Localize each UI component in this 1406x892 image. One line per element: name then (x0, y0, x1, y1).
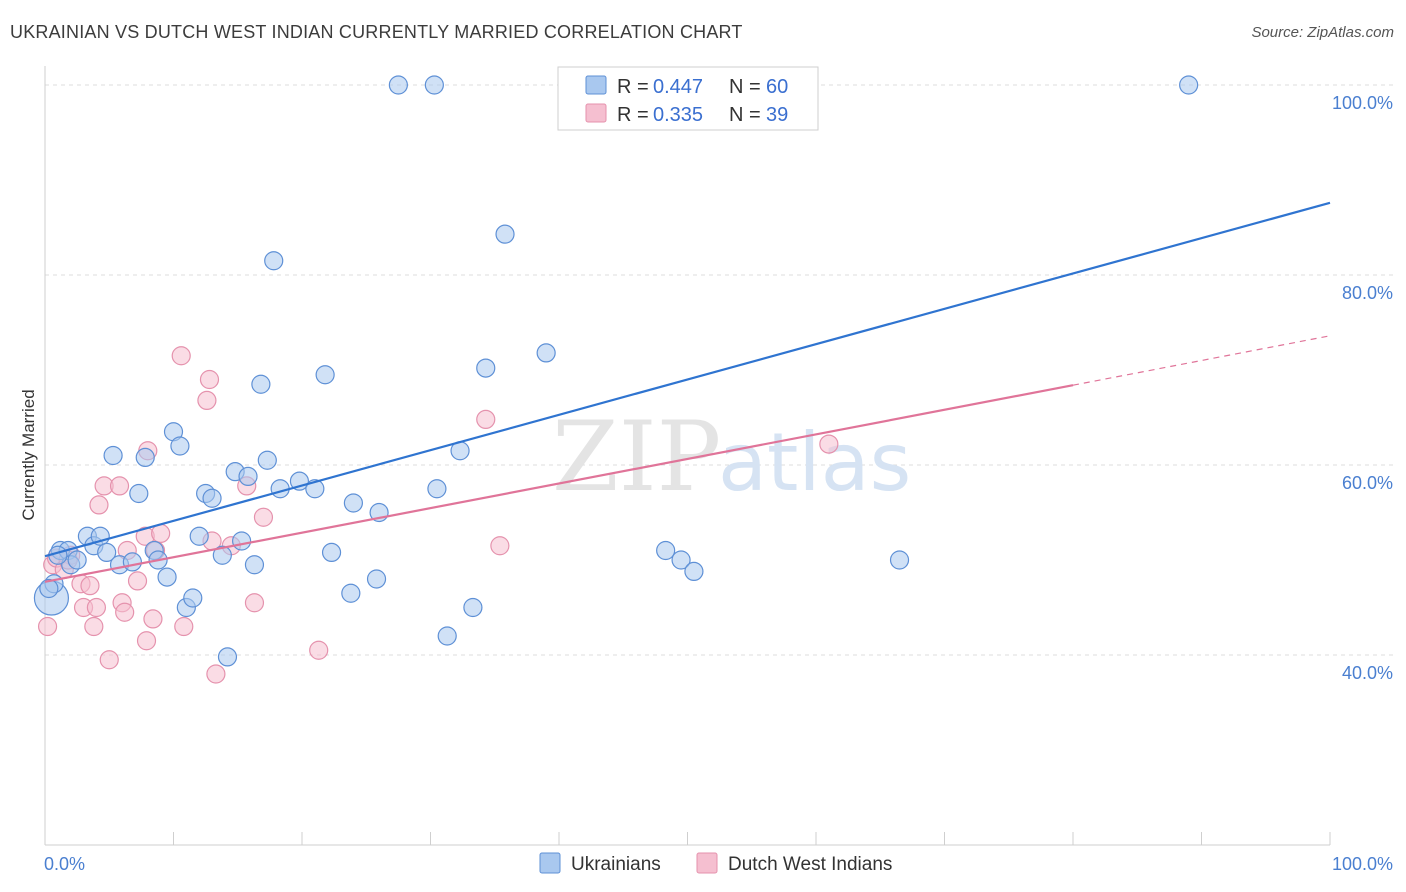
ukrainian-point (122, 552, 142, 572)
ukrainian-point (684, 561, 704, 582)
dutch-west-indian-point (476, 409, 496, 429)
bottom-legend-swatch-dutch-west-indians (696, 852, 718, 874)
legend-r-value-ukrainians: 0.447 (653, 76, 703, 98)
ukrainian-point (238, 466, 258, 486)
ukrainian-point (476, 358, 496, 378)
ukrainian-point (463, 597, 483, 618)
y-tick-label: 40.0% (1342, 663, 1393, 683)
ukrainian-point (424, 75, 444, 95)
bottom-legend-label-dutch-west-indians: Dutch West Indians (728, 854, 892, 875)
dutch-west-indian-point (89, 495, 109, 515)
legend-r-label-ukrainians: R = (617, 76, 649, 98)
ukrainian-point (135, 447, 155, 467)
dutch-west-indian-point (199, 369, 220, 390)
ukrainian-point (232, 531, 252, 551)
legend-n-value-ukrainians: 60 (766, 76, 788, 98)
ukrainian-point (437, 626, 457, 646)
y-tick-label: 60.0% (1342, 473, 1393, 493)
ukrainian-point (251, 374, 271, 394)
ukrainian-point (170, 436, 190, 456)
dutch-west-indian-point (86, 597, 107, 618)
ukrainian-point (343, 493, 363, 513)
bottom-legend-swatch-ukrainians (539, 852, 561, 874)
ukrainian-point (39, 578, 59, 599)
dutch-west-indians-trend-extension (1072, 335, 1331, 386)
ukrainian-point (67, 550, 87, 570)
bottom-legend-label-ukrainians: Ukrainians (571, 854, 661, 875)
dutch-west-indian-point (115, 602, 135, 622)
ukrainian-point (183, 588, 203, 608)
dutch-west-indians-trend-line (44, 384, 1074, 583)
dutch-west-indian-point (490, 536, 510, 556)
dutch-west-indian-point (127, 571, 148, 591)
ukrainian-point (189, 526, 209, 546)
ukrainian-point (1179, 75, 1199, 95)
dutch-west-indian-point (37, 616, 58, 637)
ukrainian-point (536, 343, 556, 363)
ukrainian-point (889, 550, 910, 570)
trend-lines (44, 201, 1331, 583)
ukrainian-point (202, 488, 222, 508)
legend-r-label-dutch-west-indians: R = (617, 104, 649, 126)
chart-title: UKRAINIAN VS DUTCH WEST INDIAN CURRENTLY… (10, 22, 743, 42)
ukrainian-point (656, 540, 676, 561)
ukrainians-trend-line (44, 201, 1331, 558)
legend-swatch-ukrainians (585, 75, 607, 95)
dutch-west-indian-point (80, 576, 100, 596)
dutch-west-indian-point (174, 616, 194, 637)
series-ukrainians-points (33, 75, 1199, 667)
dutch-west-indian-point (253, 507, 274, 527)
dutch-west-indian-point (171, 346, 191, 366)
x-tick-label-end: 100.0% (1332, 854, 1393, 874)
legend-n-value-dutch-west-indians: 39 (766, 104, 788, 126)
legend-swatch-dutch-west-indians (585, 103, 607, 123)
dutch-west-indian-point (206, 664, 226, 684)
dutch-west-indian-point (136, 631, 157, 651)
ukrainian-point (257, 450, 277, 470)
ukrainian-point (217, 647, 238, 667)
ukrainian-point (321, 542, 342, 563)
ukrainian-point (315, 365, 335, 385)
legend-n-label-ukrainians: N = (729, 76, 761, 98)
series-dutch-west-indians-points (37, 346, 839, 684)
ukrainian-point (103, 445, 123, 466)
ukrainian-point (244, 555, 265, 575)
ukrainian-point (129, 483, 149, 504)
x-axis-ticks (173, 832, 1331, 845)
y-tick-label: 80.0% (1342, 283, 1393, 303)
dutch-west-indian-point (109, 476, 130, 496)
ukrainian-point (212, 545, 232, 565)
dutch-west-indian-point (197, 390, 217, 410)
y-tick-label: 100.0% (1332, 93, 1393, 113)
watermark-atlas: atlas (718, 416, 911, 509)
bottom-legend: Ukrainians Dutch West Indians (539, 852, 892, 875)
x-tick-label-start: 0.0% (44, 854, 85, 874)
ukrainian-point (157, 567, 177, 587)
ukrainian-point (427, 479, 447, 499)
ukrainian-point (264, 251, 284, 271)
dutch-west-indian-point (819, 434, 839, 454)
ukrainian-point (388, 75, 408, 95)
dutch-west-indian-point (143, 609, 163, 629)
dutch-west-indian-point (244, 593, 265, 613)
ukrainian-point (366, 569, 387, 589)
ukrainian-point (671, 550, 691, 570)
legend-r-value-dutch-west-indians: 0.335 (653, 104, 703, 126)
y-axis-tick-labels: 40.0% 60.0% 80.0% 100.0% (1332, 93, 1393, 683)
dutch-west-indian-point (99, 650, 119, 670)
top-legend: R = 0.447 N = 60 R = 0.335 N = 39 (557, 66, 819, 131)
source-label: Source: ZipAtlas.com (1251, 24, 1394, 41)
ukrainian-point (341, 583, 361, 603)
ukrainian-point (97, 542, 117, 563)
legend-n-label-dutch-west-indians: N = (729, 104, 761, 126)
dutch-west-indian-point (84, 616, 104, 637)
ukrainian-point (495, 224, 515, 244)
dutch-west-indian-point (309, 640, 329, 660)
y-axis-label: Currently Married (19, 389, 38, 520)
